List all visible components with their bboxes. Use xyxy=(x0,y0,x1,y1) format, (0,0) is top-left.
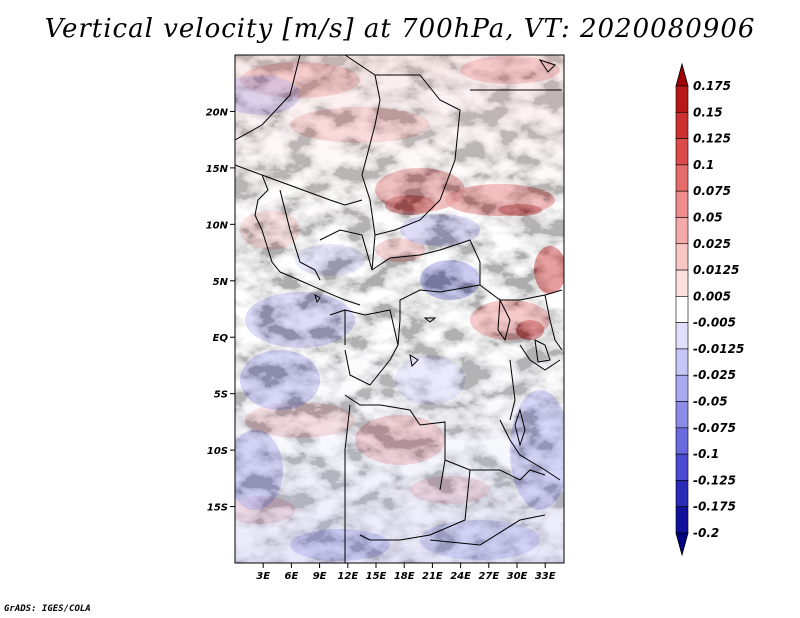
x-tick-label: 12E xyxy=(337,571,358,582)
colorbar-label: 0.125 xyxy=(693,132,731,146)
colorbar-label: 0.025 xyxy=(693,237,731,251)
y-tick-label: 5N xyxy=(213,277,229,288)
colorbar-segment xyxy=(675,401,689,429)
x-tick-label: 6E xyxy=(285,571,299,582)
chart-title: Vertical velocity [m/s] at 700hPa, VT: 2… xyxy=(44,14,756,44)
colorbar-segment xyxy=(675,506,689,534)
x-tick-label: 21E xyxy=(422,571,443,582)
colorbar-bottom-arrow xyxy=(675,532,689,557)
y-axis: 20N 15N 10N 5N EQ 5S 10S 15S xyxy=(206,107,235,514)
velocity-field xyxy=(235,55,564,563)
colorbar-label: 0.15 xyxy=(693,105,723,119)
colorbar-segment xyxy=(675,111,689,139)
y-tick-label: 10N xyxy=(206,220,229,231)
y-tick-label: EQ xyxy=(213,333,229,344)
colorbar-label: -0.075 xyxy=(693,421,736,435)
x-tick-label: 24E xyxy=(450,571,471,582)
colorbar-label: 0.0125 xyxy=(693,263,739,277)
y-tick-label: 10S xyxy=(207,446,228,457)
colorbar-segment xyxy=(675,190,689,218)
colorbar-segment xyxy=(675,480,689,508)
x-tick-label: 33E xyxy=(535,571,556,582)
x-tick-label: 27E xyxy=(478,571,499,582)
colorbar-segment xyxy=(675,85,689,113)
colorbar-segment xyxy=(675,138,689,166)
colorbar-label: 0.175 xyxy=(693,79,731,93)
colorbar-segment xyxy=(675,243,689,271)
colorbar-label: 0.1 xyxy=(693,158,714,172)
colorbar-segment xyxy=(675,296,689,323)
colorbar-segment xyxy=(675,164,689,192)
colorbar-label: 0.05 xyxy=(693,210,723,224)
colorbar-segment xyxy=(675,269,689,297)
x-tick-label: 18E xyxy=(394,571,415,582)
colorbar-label: -0.1 xyxy=(693,447,719,461)
colorbar-segment xyxy=(675,348,689,376)
colorbar-segment xyxy=(675,453,689,481)
x-tick-label: 30E xyxy=(507,571,528,582)
credit-label: GrADS: IGES/COLA xyxy=(4,604,91,614)
country-borders xyxy=(235,55,563,563)
colorbar-label: 0.075 xyxy=(693,184,731,198)
colorbar-label: 0.005 xyxy=(693,289,731,303)
x-tick-label: 3E xyxy=(256,571,270,582)
colorbar: 0.175 0.15 0.125 0.1 0.075 0.05 0.025 0.0125 0.0… xyxy=(675,62,744,557)
colorbar-segment xyxy=(675,217,689,245)
y-tick-label: 20N xyxy=(206,107,229,118)
colorbar-label: -0.05 xyxy=(693,395,728,409)
map-frame xyxy=(234,54,565,564)
x-axis: 3E 6E 9E 12E 15E 18E 21E 24E 27E 30E 33E xyxy=(256,563,556,582)
colorbar-label: -0.0125 xyxy=(693,342,744,356)
colorbar-label: -0.005 xyxy=(693,316,736,330)
colorbar-segment xyxy=(675,374,689,402)
colorbar-top-arrow xyxy=(675,62,689,87)
colorbar-label: -0.175 xyxy=(693,500,736,514)
colorbar-label: -0.025 xyxy=(693,368,736,382)
x-tick-label: 15E xyxy=(366,571,387,582)
colorbar-segment xyxy=(675,322,689,350)
x-tick-label: 9E xyxy=(313,571,327,582)
y-tick-label: 5S xyxy=(214,390,228,401)
colorbar-label: -0.2 xyxy=(693,526,719,540)
colorbar-label: -0.125 xyxy=(693,473,736,487)
y-tick-label: 15N xyxy=(206,164,229,175)
colorbar-segment xyxy=(675,427,689,455)
y-tick-label: 15S xyxy=(207,503,228,514)
